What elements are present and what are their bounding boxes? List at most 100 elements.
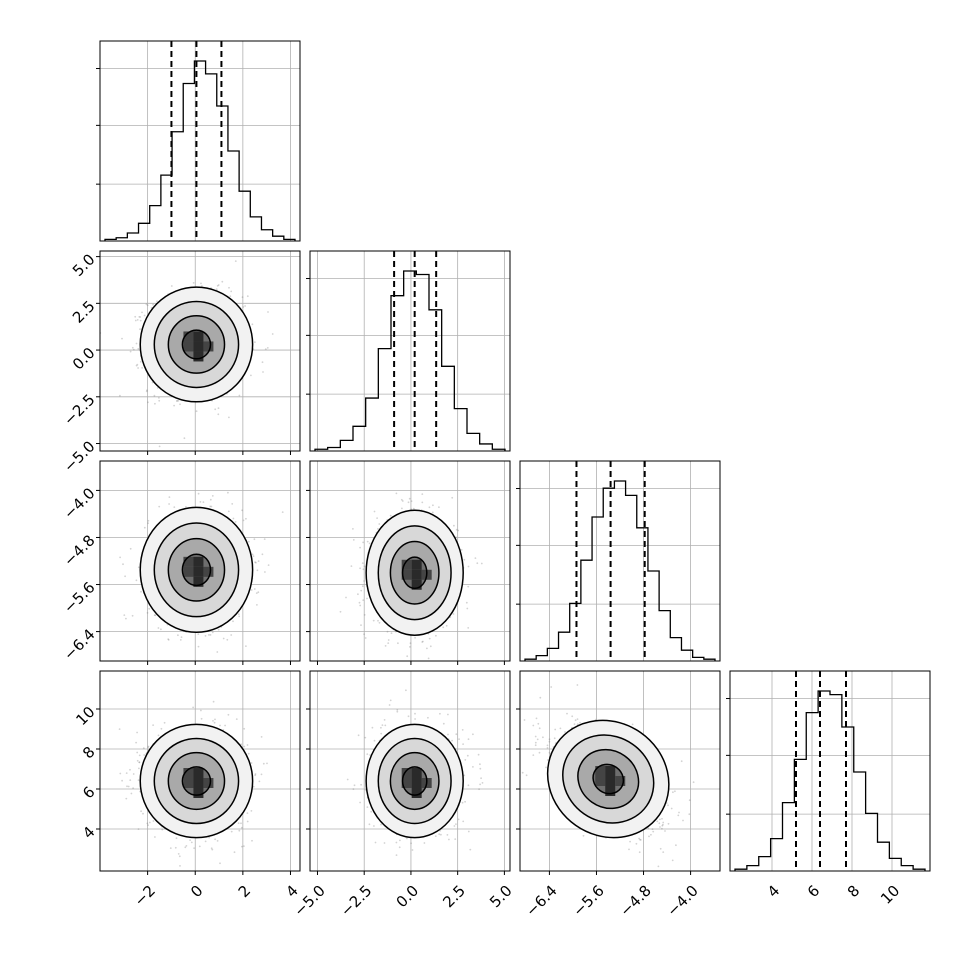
sample-point: [130, 548, 132, 550]
density-cell: [193, 341, 203, 351]
sample-point: [272, 333, 274, 335]
sample-point: [245, 518, 247, 520]
sample-point: [169, 496, 171, 498]
density-panel-3-0: [96, 671, 300, 875]
sample-point: [250, 375, 252, 377]
sample-point: [366, 598, 368, 600]
sample-point: [367, 541, 369, 543]
density-cell: [183, 567, 193, 577]
sample-point: [148, 520, 150, 522]
sample-point: [402, 500, 404, 502]
sample-point: [179, 403, 181, 405]
sample-point: [136, 579, 138, 581]
sample-point: [217, 413, 219, 415]
sample-point: [432, 504, 434, 506]
sample-point: [254, 538, 256, 540]
sample-point: [168, 503, 170, 505]
sample-point: [387, 631, 389, 633]
sample-point: [362, 562, 364, 564]
sample-point: [140, 810, 142, 812]
sample-point: [210, 634, 212, 636]
sample-point: [262, 371, 264, 373]
sample-point: [430, 645, 432, 647]
sample-point: [123, 614, 125, 616]
sample-point: [362, 599, 364, 601]
sample-point: [242, 306, 244, 308]
sample-point: [205, 841, 207, 843]
histogram-panel-0: [96, 41, 300, 241]
sample-point: [119, 557, 121, 559]
sample-point: [239, 395, 241, 397]
sample-point: [214, 408, 216, 410]
sample-point: [468, 566, 470, 568]
sample-point: [228, 287, 230, 289]
sample-point: [137, 348, 139, 350]
sample-point: [448, 662, 450, 664]
sample-point: [264, 538, 266, 540]
sample-point: [456, 529, 458, 531]
sample-point: [210, 499, 212, 501]
sample-point: [147, 522, 149, 524]
sample-point: [406, 655, 408, 657]
sample-point: [345, 597, 347, 599]
sample-point: [214, 722, 216, 724]
sample-point: [247, 295, 249, 297]
histogram-step-1: [315, 271, 505, 451]
panel-content: [99, 251, 300, 451]
sample-point: [254, 341, 256, 343]
sample-point: [230, 634, 232, 636]
sample-point: [229, 295, 231, 297]
sample-point: [340, 611, 342, 613]
sample-point: [243, 746, 245, 748]
sample-point: [154, 836, 156, 838]
sample-point: [212, 632, 214, 634]
panel-frame: [520, 461, 720, 661]
sample-point: [373, 620, 375, 622]
sample-point: [241, 509, 243, 511]
sample-point: [409, 646, 411, 648]
sample-point: [167, 638, 169, 640]
sample-point: [262, 361, 264, 363]
sample-point: [219, 725, 221, 727]
sample-point: [133, 773, 135, 775]
sample-point: [363, 580, 365, 582]
sample-point: [242, 296, 244, 298]
sample-point: [140, 591, 142, 593]
sample-point: [140, 320, 142, 322]
sample-point: [147, 304, 149, 306]
sample-point: [218, 407, 220, 409]
sample-point: [396, 493, 398, 495]
sample-point: [138, 566, 140, 568]
sample-point: [200, 283, 202, 285]
sample-point: [214, 719, 216, 721]
sample-point: [147, 824, 149, 826]
sample-point: [197, 633, 199, 635]
sample-point: [154, 614, 156, 616]
sample-point: [256, 604, 258, 606]
sample-point: [122, 563, 124, 565]
sample-point: [352, 528, 354, 530]
sample-point: [238, 616, 240, 618]
sample-point: [364, 614, 366, 616]
sample-point: [218, 284, 220, 286]
sample-point: [359, 567, 361, 569]
sample-point: [378, 523, 380, 525]
density-cell: [412, 570, 422, 580]
sample-point: [264, 571, 266, 573]
sample-point: [268, 564, 270, 566]
sample-point: [267, 347, 269, 349]
sample-point: [364, 566, 366, 568]
sample-point: [137, 367, 139, 369]
density-cell: [412, 560, 422, 570]
sample-point: [152, 304, 154, 306]
sample-point: [422, 641, 424, 643]
sample-point: [228, 417, 230, 419]
sample-point: [385, 645, 387, 647]
sample-point: [390, 515, 392, 517]
sample-point: [175, 847, 177, 849]
sample-point: [359, 602, 361, 604]
sample-point: [351, 565, 353, 567]
sample-point: [244, 305, 246, 307]
